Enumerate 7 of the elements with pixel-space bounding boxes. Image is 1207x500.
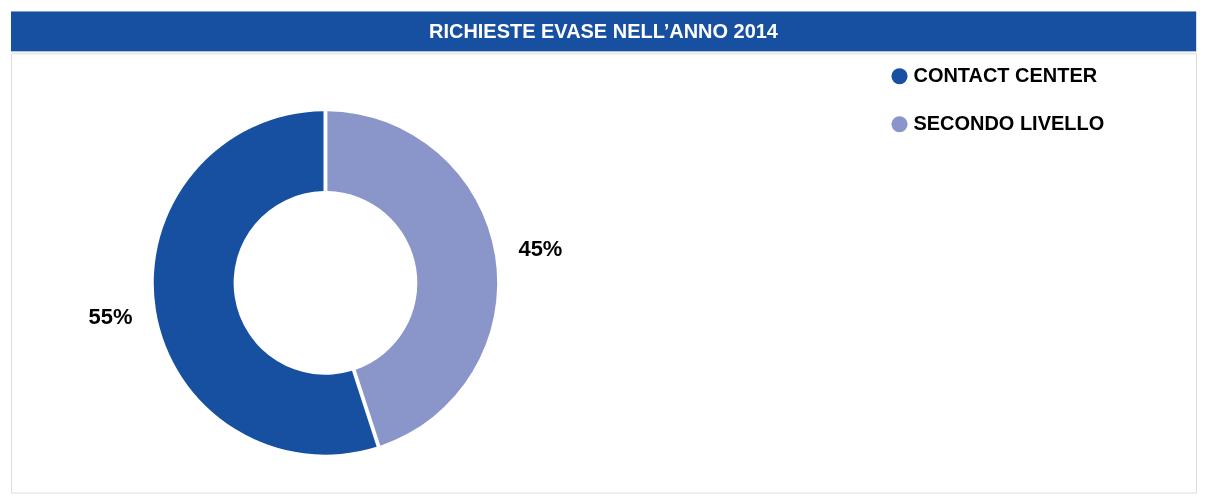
legend-label: CONTACT CENTER: [913, 64, 1098, 87]
legend-label: SECONDO LIVELLO: [913, 112, 1105, 135]
data-label: 45%: [518, 235, 563, 261]
donut-slice: [153, 111, 377, 455]
donut-slice: [327, 111, 498, 446]
chart-title: RICHIESTE EVASE NELL’ANNO 2014: [429, 20, 778, 43]
data-label: 55%: [88, 303, 133, 329]
